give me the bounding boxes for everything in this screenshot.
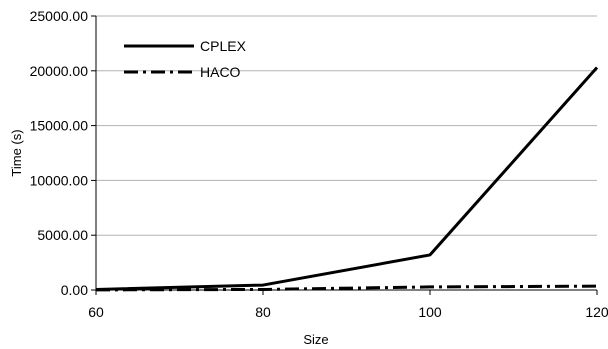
legend-label-haco: HACO: [200, 64, 241, 80]
y-tick-label: 5000.00: [37, 227, 88, 243]
y-tick-label: 20000.00: [30, 63, 89, 79]
y-tick-label: 0.00: [61, 282, 88, 298]
x-tick-label: 100: [418, 304, 442, 320]
cplex-series-line: [95, 66, 599, 291]
y-tick-labels: 0.00 5000.00 10000.00 15000.00 20000.00 25000…: [30, 8, 89, 298]
grid-lines: [91, 15, 598, 295]
legend-label-cplex: CPLEX: [200, 38, 247, 54]
x-tick-label: 80: [255, 304, 271, 320]
y-tick-label: 10000.00: [30, 172, 89, 188]
x-tick-labels: 60 80 100 120: [88, 304, 608, 320]
x-axis-label: Size: [303, 332, 328, 347]
x-tick-label: 120: [585, 304, 608, 320]
y-axis-label: Time (s): [9, 129, 24, 176]
y-tick-label: 25000.00: [30, 8, 89, 24]
legend: CPLEX HACO: [124, 38, 247, 80]
series-lines: [95, 66, 599, 292]
haco-series-line: [95, 284, 598, 292]
y-tick-label: 15000.00: [30, 118, 89, 134]
x-tick-label: 60: [88, 304, 104, 320]
